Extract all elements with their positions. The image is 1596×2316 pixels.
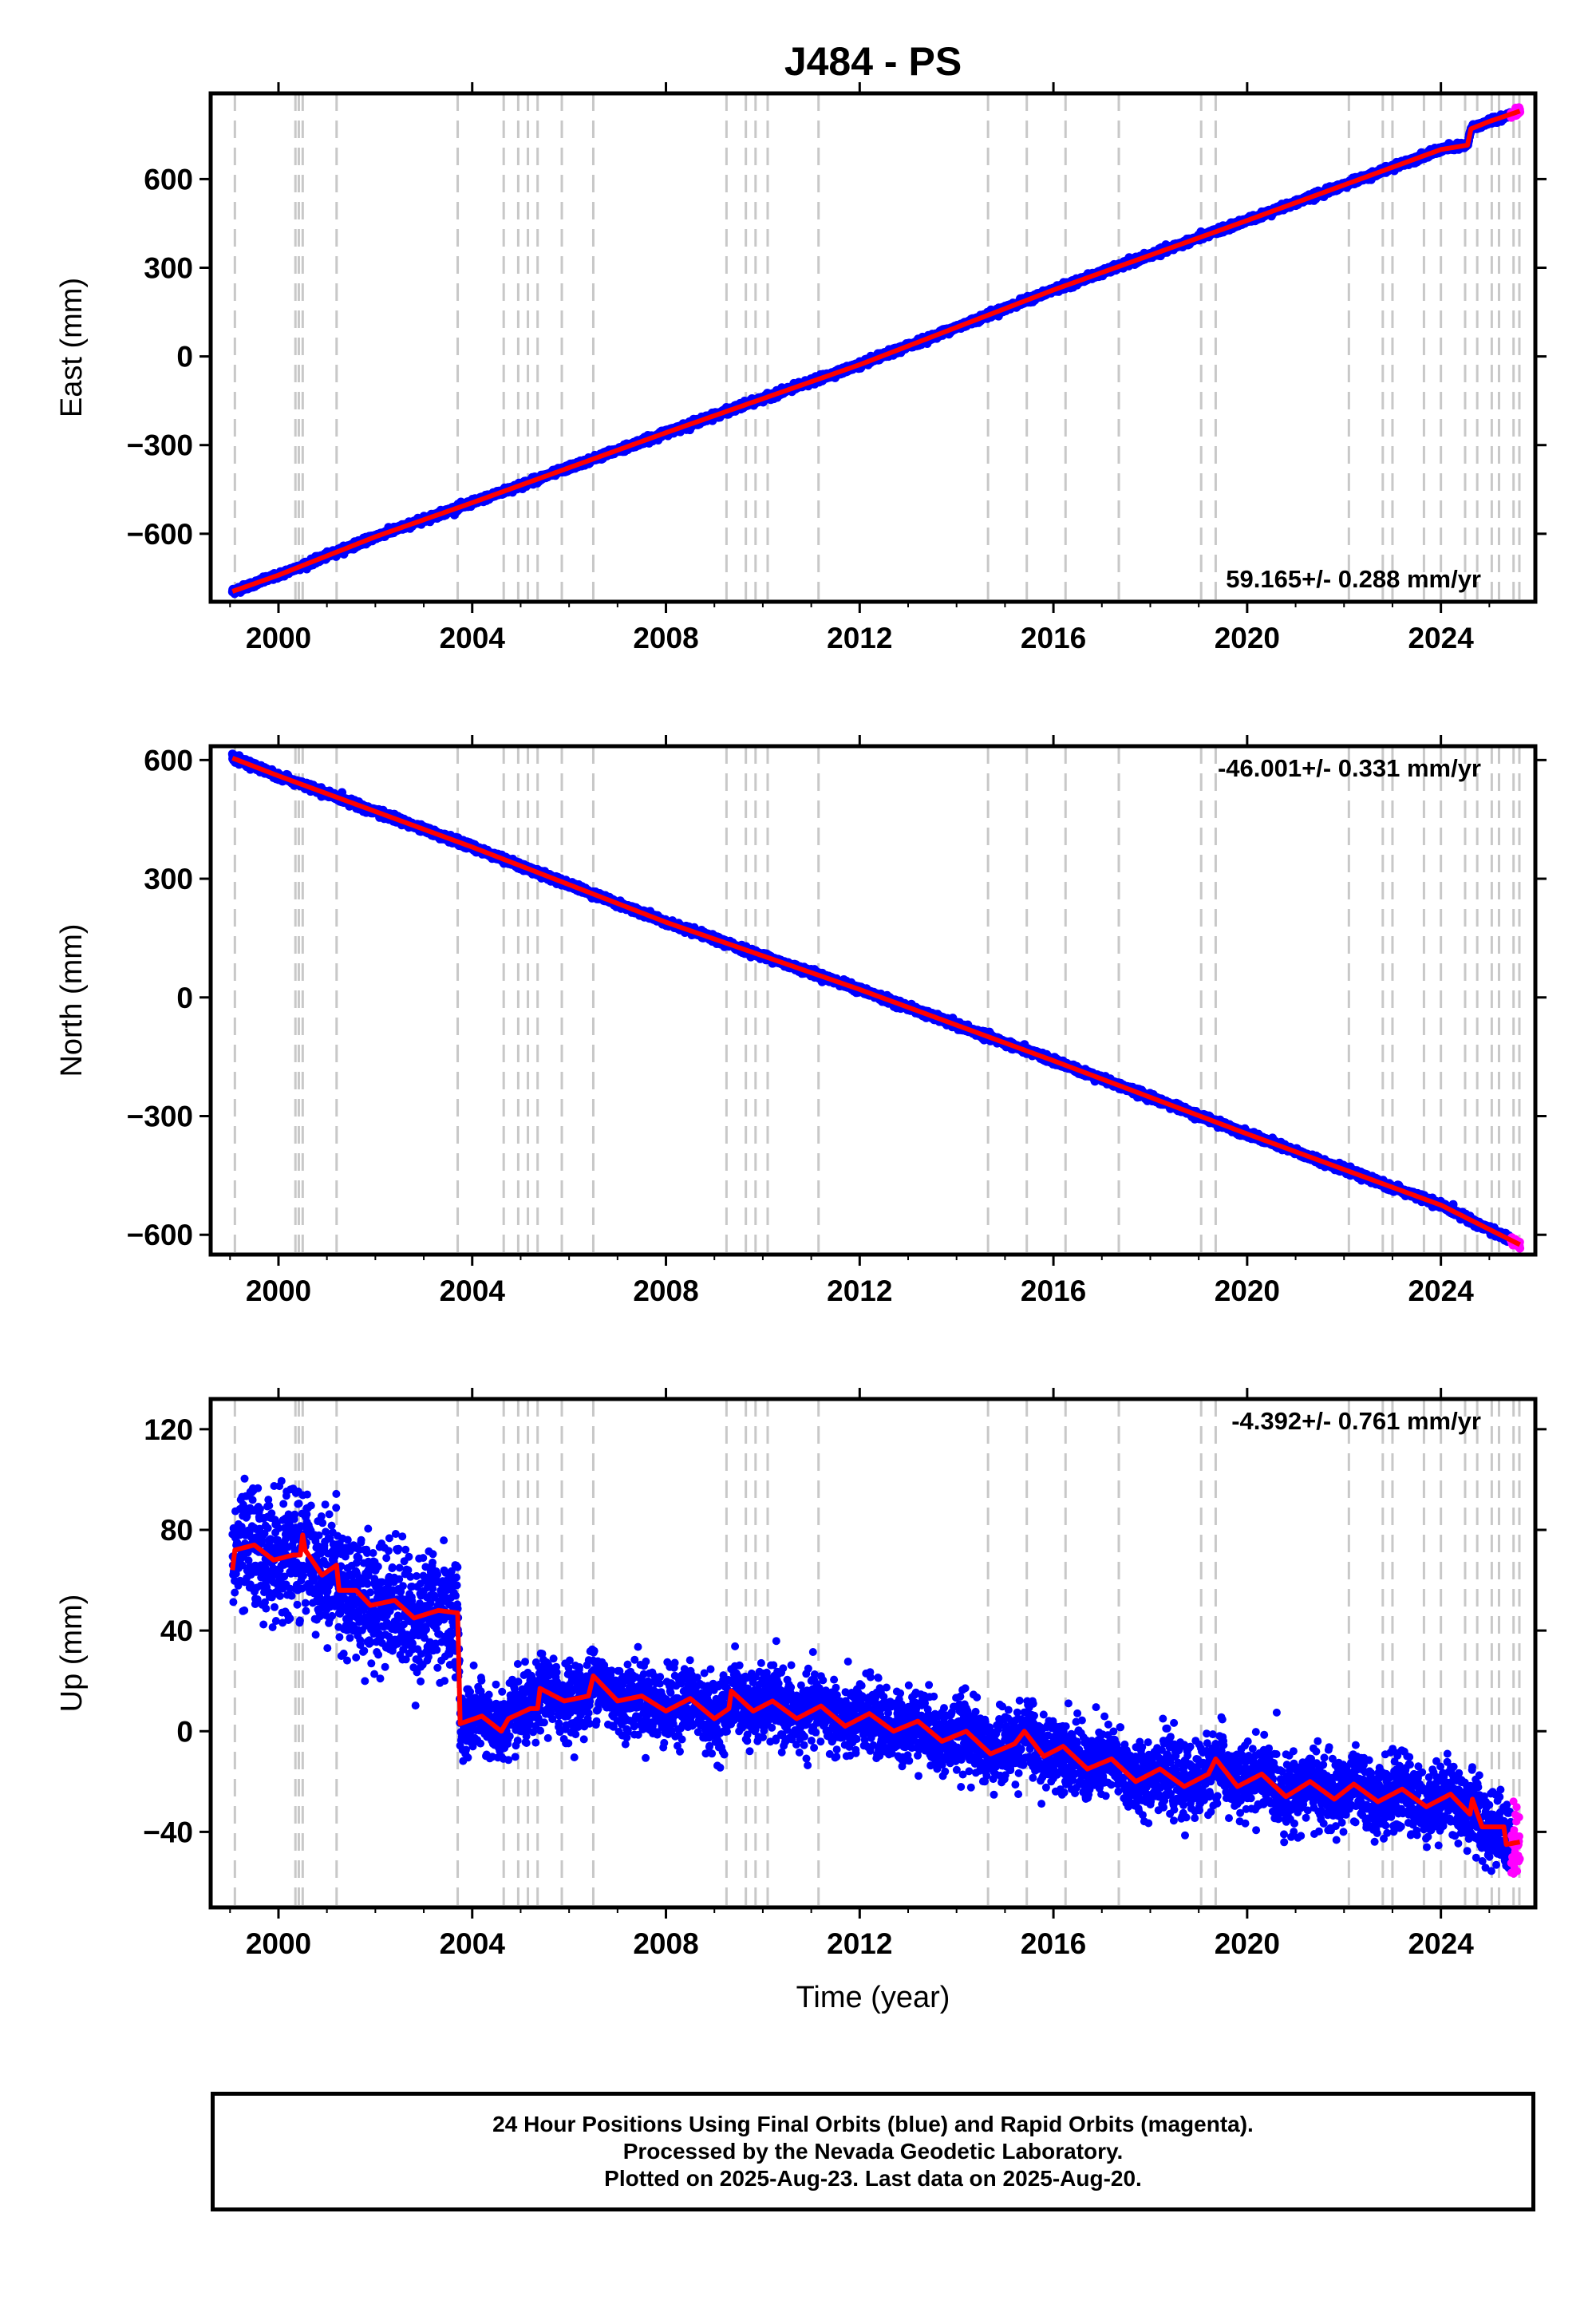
plot-area	[227, 93, 1525, 602]
figure-title: J484 - PS	[784, 39, 962, 84]
east-panel: 2000 2004 2008 2012 2016 2020 2024−600−3000300…	[55, 82, 1547, 654]
